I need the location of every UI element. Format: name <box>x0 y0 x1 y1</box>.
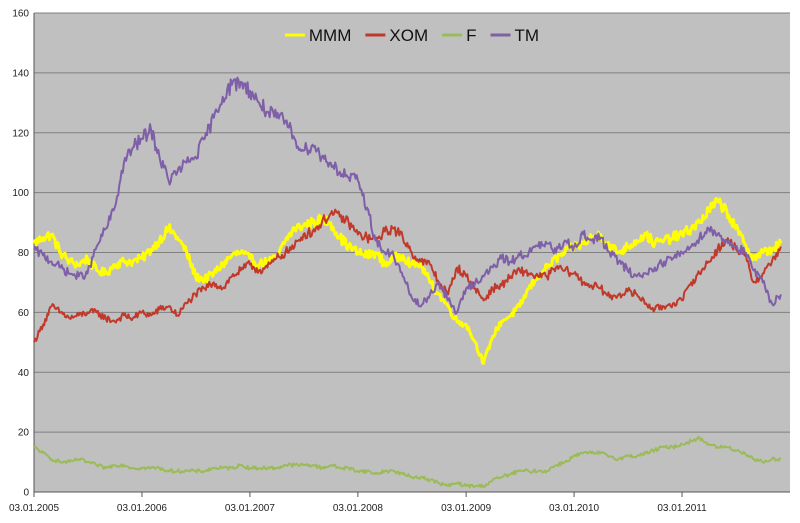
legend-label: XOM <box>389 26 428 45</box>
x-tick-label: 03.01.2009 <box>441 503 491 514</box>
y-tick-label: 0 <box>23 488 29 499</box>
legend-label: TM <box>515 26 540 45</box>
y-tick-label: 20 <box>18 428 30 439</box>
x-tick-label: 03.01.2006 <box>117 503 167 514</box>
y-tick-label: 80 <box>18 248 30 259</box>
series-line-mmm <box>32 197 783 365</box>
y-tick-label: 140 <box>12 68 29 79</box>
legend-item-xom: XOM <box>365 26 428 45</box>
y-tick-label: 160 <box>12 9 29 20</box>
y-tick-label: 40 <box>18 368 30 379</box>
y-tick-label: 100 <box>12 188 29 199</box>
series-lines <box>32 76 783 489</box>
legend-item-tm: TM <box>490 26 540 45</box>
series-line-tm <box>33 76 782 315</box>
x-tick-label: 03.01.2010 <box>549 503 599 514</box>
x-tick-label: 03.01.2007 <box>225 503 275 514</box>
x-tick-label: 03.01.2008 <box>333 503 383 514</box>
legend-label: F <box>466 26 476 45</box>
y-tick-label: 120 <box>12 128 29 139</box>
y-tick-label: 60 <box>18 308 30 319</box>
legend-item-f: F <box>442 26 477 45</box>
series-line-xom <box>33 208 782 343</box>
series-line-f <box>33 435 782 489</box>
legend-label: MMM <box>309 26 351 45</box>
x-tick-label: 03.01.2011 <box>657 503 707 514</box>
legend: MMM XOM F TM <box>284 26 540 45</box>
legend-item-mmm: MMM <box>284 26 351 45</box>
x-tick-label: 03.01.2005 <box>9 503 59 514</box>
axes: 0 20 40 60 80 100 120 140 160 03.01.2005 03.01.200… <box>9 9 790 514</box>
